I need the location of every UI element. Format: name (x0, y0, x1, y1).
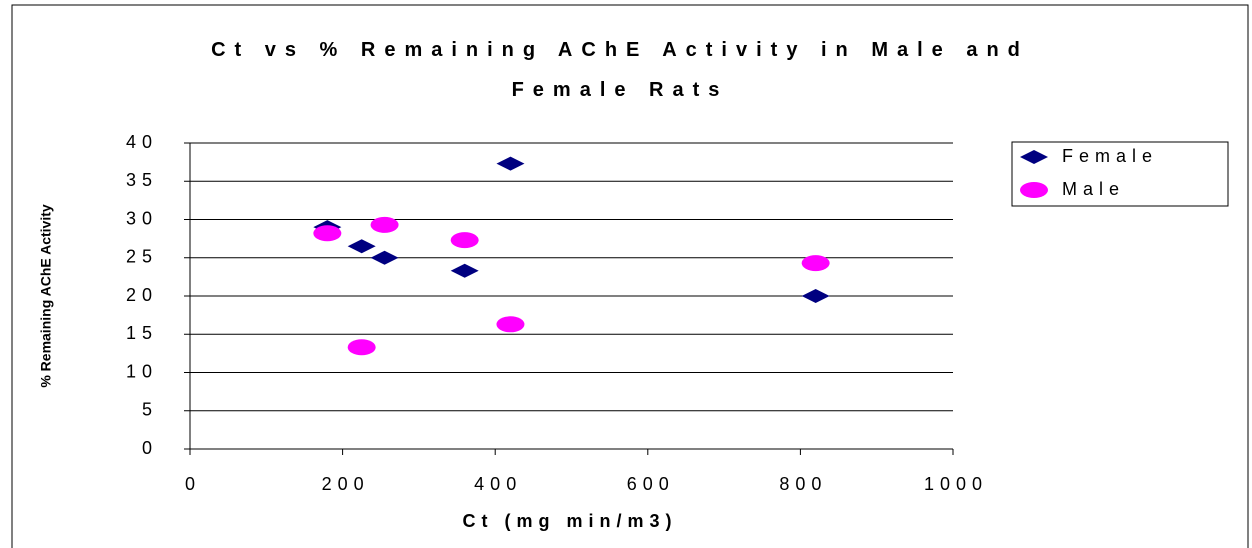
x-tick-label: 0 (185, 474, 201, 494)
y-tick-label: 0 (142, 438, 158, 458)
y-axis-label: % Remaining AChE Activity (38, 204, 54, 388)
point (347, 239, 376, 254)
y-tick-label: 5 (142, 400, 158, 420)
legend-label: Female (1062, 146, 1158, 166)
y-tick-label: 25 (126, 247, 158, 267)
legend-marker (1020, 182, 1048, 198)
x-tick-label: 600 (627, 474, 675, 494)
y-tick-label: 40 (126, 132, 158, 152)
point (347, 339, 376, 356)
chart-title: Ct vs % Remaining AChE Activity in Male … (211, 39, 1029, 101)
point (370, 216, 399, 233)
x-tick-label: 400 (474, 474, 522, 494)
point (801, 289, 830, 303)
point (313, 225, 342, 242)
point (450, 232, 479, 249)
x-axis-label: Ct (mg min/m3) (462, 511, 677, 531)
y-tick-label: 10 (126, 361, 158, 381)
x-tick-label: 1000 (924, 474, 988, 494)
legend-box (1011, 141, 1229, 207)
y-tick-label: 30 (126, 208, 158, 228)
point (370, 250, 399, 265)
point (450, 263, 479, 278)
point (496, 156, 525, 171)
point (496, 316, 525, 333)
y-tick-label: 15 (126, 323, 158, 343)
legend-marker (1020, 150, 1048, 164)
x-tick-label: 200 (322, 474, 370, 494)
point (801, 255, 830, 272)
legend-label: Male (1062, 179, 1125, 199)
chart-border (11, 4, 1249, 548)
y-tick-label: 35 (126, 170, 158, 190)
y-tick-label: 20 (126, 285, 158, 305)
x-tick-label: 800 (779, 474, 827, 494)
